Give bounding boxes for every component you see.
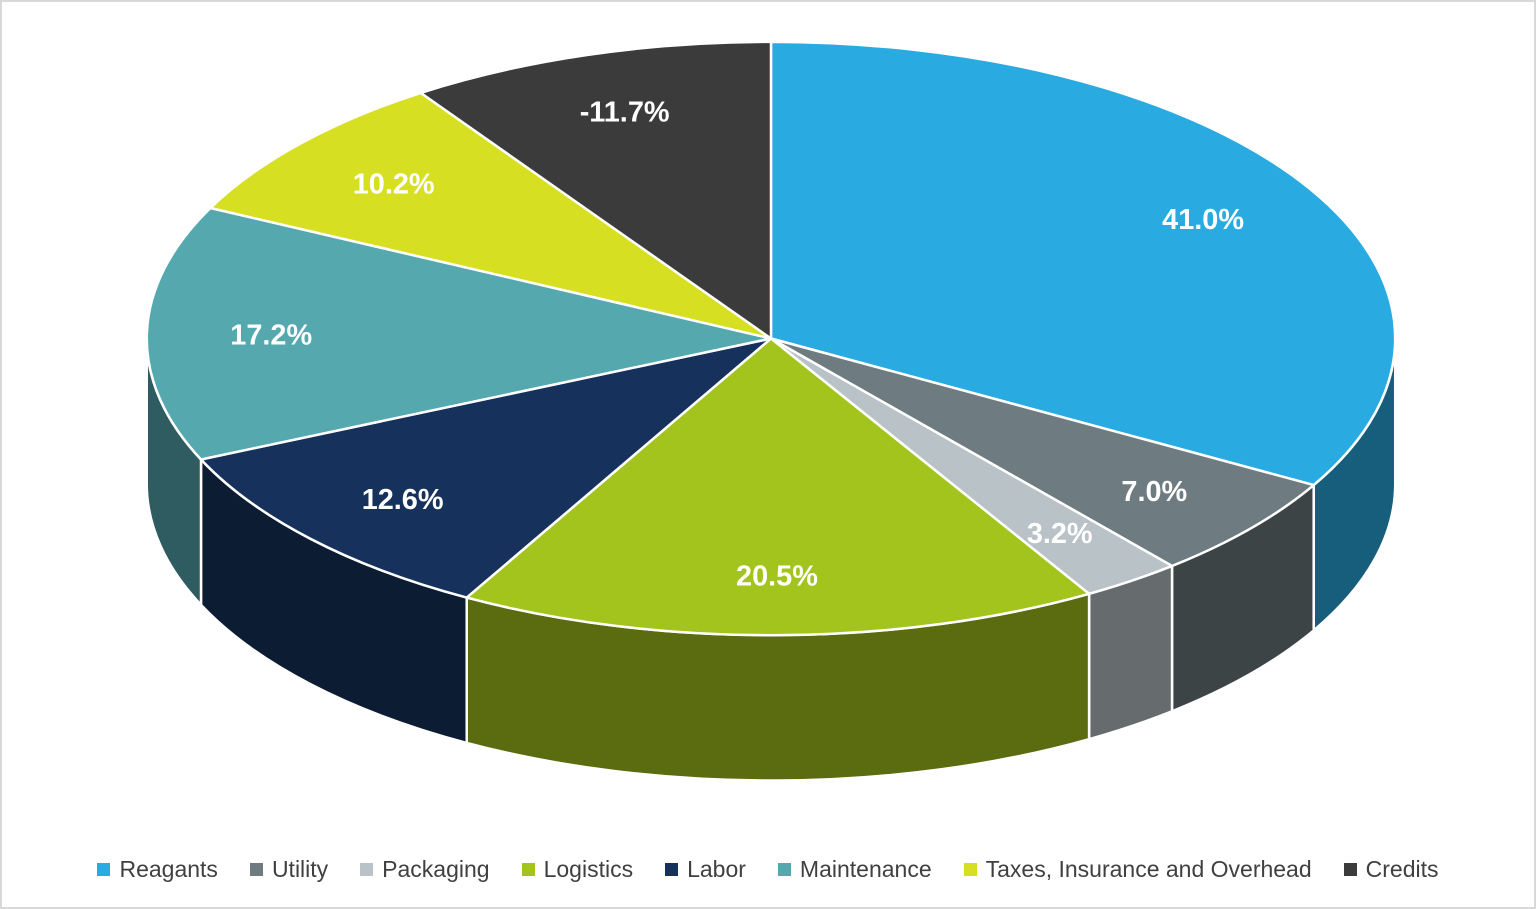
- legend-item-reagants: Reagants: [97, 856, 218, 882]
- legend-item-packaging: Packaging: [360, 856, 490, 882]
- legend-item-credits: Credits: [1343, 856, 1439, 882]
- legend-label-packaging: Packaging: [382, 856, 490, 882]
- legend-item-maintenance: Maintenance: [777, 856, 932, 882]
- legend-item-taxes-insurance-and-overhead: Taxes, Insurance and Overhead: [963, 856, 1312, 882]
- pie-slice-labor: [199, 337, 773, 599]
- slice-data-label-logistics: 20.5%: [736, 561, 818, 593]
- slice-data-label-utility: 7.0%: [1121, 476, 1187, 508]
- legend-swatch-maintenance: [777, 863, 791, 876]
- slice-data-label-credits: -11.7%: [580, 97, 670, 129]
- pie-slice-credits: [419, 40, 773, 340]
- slice-data-label-labor: 12.6%: [362, 484, 444, 516]
- legend-swatch-logistics: [521, 863, 535, 876]
- pie-slice-logistics: [465, 337, 1091, 637]
- legend-label-maintenance: Maintenance: [799, 856, 932, 882]
- pie-slice-utility: [769, 337, 1315, 568]
- legend-label-labor: Labor: [687, 856, 746, 882]
- pie-slice-maintenance: [145, 206, 773, 461]
- legend-label-reagants: Reagants: [119, 856, 218, 882]
- legend-item-utility: Utility: [249, 856, 329, 882]
- pie-slice-reagants: [769, 40, 1397, 487]
- legend-label-taxes-insurance-and-overhead: Taxes, Insurance and Overhead: [985, 856, 1312, 882]
- legend-label-logistics: Logistics: [543, 856, 634, 882]
- legend-swatch-credits: [1343, 863, 1357, 876]
- legend-swatch-labor: [665, 863, 679, 876]
- slice-data-label-packaging: 3.2%: [1027, 518, 1093, 550]
- legend-swatch-taxes-insurance-and-overhead: [963, 863, 977, 876]
- legend-item-labor: Labor: [665, 858, 746, 881]
- legend-label-utility: Utility: [271, 856, 329, 882]
- slice-data-label-taxes-insurance-and-overhead: 10.2%: [353, 168, 435, 200]
- legend-label-credits: Credits: [1365, 856, 1439, 882]
- legend-swatch-reagants: [97, 863, 111, 876]
- slice-data-label-maintenance: 17.2%: [230, 320, 312, 352]
- legend-swatch-packaging: [360, 863, 374, 876]
- slice-data-label-reagants: 41.0%: [1162, 204, 1244, 236]
- chart-legend: Reagants Utility Packaging Logistics Labor Ma…: [2, 858, 1534, 881]
- legend-item-logistics: Logistics: [521, 856, 634, 882]
- legend-swatch-utility: [249, 863, 263, 876]
- pie-slice-taxes-insurance-and-overhead: [209, 91, 773, 340]
- pie-slice-side-packaging: [1087, 564, 1174, 741]
